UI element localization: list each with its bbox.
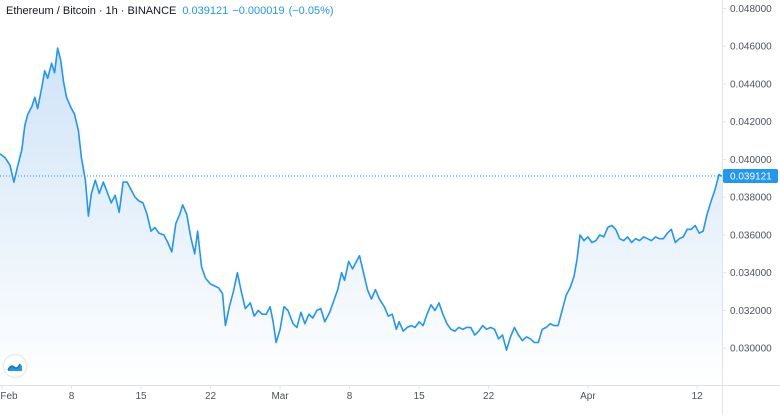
last-price: 0.039121 xyxy=(182,5,229,17)
x-tick-label: Feb xyxy=(0,391,18,402)
x-tick-label: 15 xyxy=(414,391,426,402)
symbol-pair[interactable]: Ethereum / Bitcoin xyxy=(6,5,96,17)
price-change: −0.000019 xyxy=(232,5,285,17)
y-tick-label: 0.048000 xyxy=(730,4,772,15)
y-tick-label: 0.030000 xyxy=(730,344,772,355)
x-tick-label: Apr xyxy=(580,391,596,402)
exchange: BINANCE xyxy=(127,5,177,17)
x-axis[interactable]: Feb 8 15 22 Mar 8 15 22 Apr 12 xyxy=(0,385,703,402)
header-separator: · xyxy=(98,5,103,17)
y-tick-label: 0.042000 xyxy=(730,117,772,128)
x-tick-label: 22 xyxy=(205,391,217,402)
y-axis[interactable]: 0.048000 0.046000 0.044000 0.042000 0.040000… xyxy=(722,4,772,355)
last-price-label-text: 0.039121 xyxy=(730,172,772,183)
tradingview-logo-icon[interactable] xyxy=(4,355,26,377)
header-separator: · xyxy=(120,5,125,17)
chart-header: Ethereum / Bitcoin · 1h · BINANCE 0.039121 −0.… xyxy=(6,5,334,17)
interval[interactable]: 1h xyxy=(105,5,118,17)
tradingview-logo-svg xyxy=(7,363,22,371)
y-tick-label: 0.036000 xyxy=(730,230,772,241)
y-tick-label: 0.038000 xyxy=(730,193,772,204)
y-tick-label: 0.040000 xyxy=(730,155,772,166)
price-area-fill xyxy=(0,48,722,385)
last-price-label: 0.039121 xyxy=(723,169,778,184)
x-tick-label: 8 xyxy=(69,391,75,402)
x-tick-label: 12 xyxy=(692,391,704,402)
price-series-line xyxy=(0,47,723,351)
last-price-label-bg xyxy=(723,169,778,184)
x-tick-label: 15 xyxy=(135,391,147,402)
x-tick-label: 8 xyxy=(347,391,353,402)
x-tick-label: 22 xyxy=(483,391,495,402)
y-tick-label: 0.032000 xyxy=(730,306,772,317)
y-tick-label: 0.034000 xyxy=(730,268,772,279)
x-tick-label: Mar xyxy=(271,391,289,402)
price-change-percent: (−0.05%) xyxy=(288,5,334,17)
y-tick-label: 0.046000 xyxy=(730,42,772,53)
y-tick-label: 0.044000 xyxy=(730,79,772,90)
